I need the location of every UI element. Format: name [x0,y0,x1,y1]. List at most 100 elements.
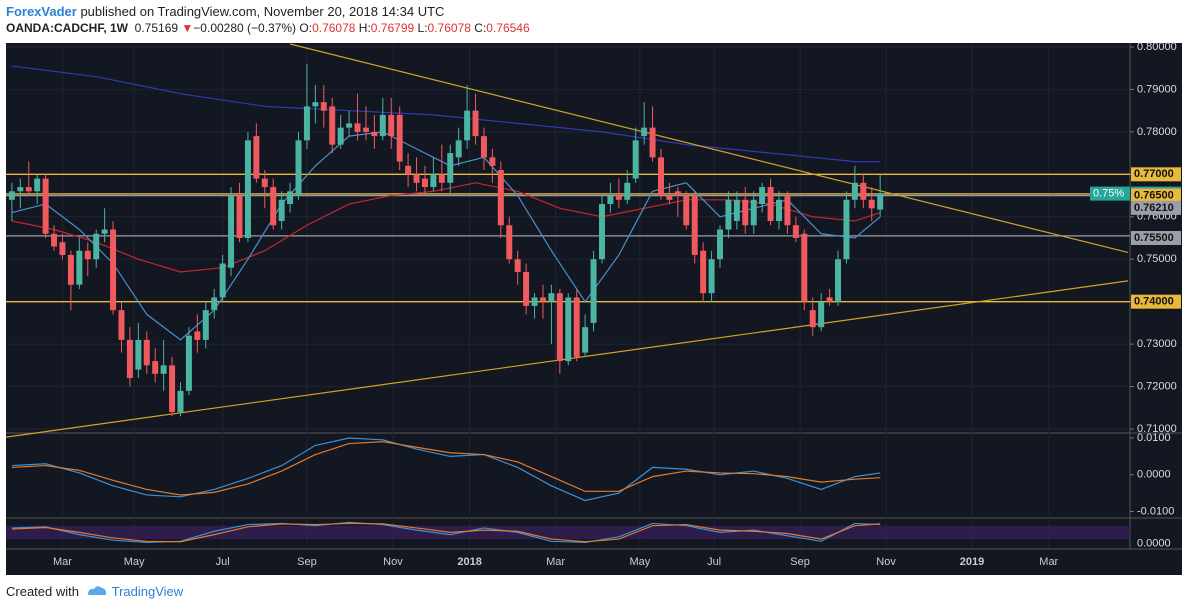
candle-body [67,254,74,285]
c-label: C: [474,21,487,35]
x-tick-label: Mar [1039,556,1058,568]
candle-body [489,157,496,166]
candle-body [598,204,605,260]
candle-body [759,187,766,205]
y-tick-label: 0.79000 [1137,83,1177,95]
candle-body [413,174,420,183]
candle-body [649,127,656,158]
candle-body [818,301,825,328]
open: 0.76078 [312,21,356,35]
candle-body [717,229,723,260]
footer: Created with TradingView [6,584,183,599]
candle-body [590,259,597,323]
candle-body [877,193,884,210]
candle-body [8,191,15,200]
candle-body [287,191,294,205]
candle-body [126,339,133,379]
candle-body [455,140,462,158]
candle-body [666,195,673,200]
candle-body [261,178,268,188]
candle-body [211,297,218,311]
candle-body [742,199,749,226]
candle-body [860,182,867,200]
candle-body [657,157,664,196]
candle-body [792,225,799,238]
candle-body [868,199,875,209]
candle-body [691,195,698,255]
candle-body [42,178,49,234]
candle-body [110,229,117,311]
candle-body [641,127,648,137]
candle-body [396,114,403,162]
price-label-box [1131,188,1181,203]
candle-body [25,187,32,192]
candle-body [278,199,285,222]
brand[interactable]: TradingView [111,584,184,599]
x-tick-label: 2018 [457,556,481,568]
candle-body [708,259,715,294]
candle-body [76,250,83,285]
candle-body [169,365,176,413]
h-label: H: [358,21,371,35]
x-tick-label: May [124,556,145,568]
candle-body [354,123,361,132]
last: 0.75169 [134,21,179,35]
x-tick-label: May [630,556,651,568]
candle-body [767,187,774,222]
candle-body [236,195,243,238]
candle-body [801,233,808,302]
y-tick-label: 0.80000 [1137,41,1177,53]
y-tick-label: 0.0000 [1137,469,1171,481]
candle-body [624,182,631,200]
close: 0.76546 [486,21,530,35]
osc-band [6,525,1130,540]
candle-body [185,335,192,391]
price-label: 0.77000 [1134,168,1174,180]
candle-body [421,178,428,188]
candle-body [725,199,732,230]
pct-label-box [1090,186,1130,201]
macd-line [11,441,881,496]
header-line2: OANDA:CADCHF, 1W 0.75169 ▼−0.00280 (−0.3… [6,21,530,35]
candle-body [84,250,91,260]
candle-body [303,106,310,141]
candle-body [405,165,412,175]
candle-body [809,310,816,328]
candle-body [514,259,521,272]
candle-body [219,263,226,298]
candle-body [615,195,622,200]
macd-line [11,437,881,502]
candle-body [253,136,260,179]
candle-body [337,127,344,145]
x-tick-label: Nov [876,556,896,568]
candle-body [826,297,833,302]
y-tick-label: 0.72000 [1137,380,1177,392]
candle-body [160,365,167,374]
candle-body [295,140,302,196]
candle-body [573,297,580,357]
candle-body [244,140,251,238]
symbol: OANDA:CADCHF, 1W [6,21,128,35]
candle-body [202,310,209,340]
candle-body [556,293,563,362]
candle-body [607,195,614,205]
candle-body [177,390,184,413]
y-tick-label: 0.73000 [1137,338,1177,350]
candle-body [51,233,58,247]
candle-body [750,199,757,226]
candle-body [447,153,454,183]
candle-body [93,233,100,260]
o-label: O: [299,21,313,35]
candle-body [683,195,690,226]
x-tick-label: Sep [790,556,810,568]
y-tick-label: 0.78000 [1137,126,1177,138]
candle-body [523,271,530,306]
price-label: 0.76210 [1134,202,1174,214]
moving-average [11,182,881,273]
x-tick-label: 2019 [960,556,984,568]
candle-body [506,225,513,260]
candle-body [674,191,681,196]
author[interactable]: ForexVader [6,4,77,19]
candle-body [776,199,783,222]
candle-body [388,114,395,137]
